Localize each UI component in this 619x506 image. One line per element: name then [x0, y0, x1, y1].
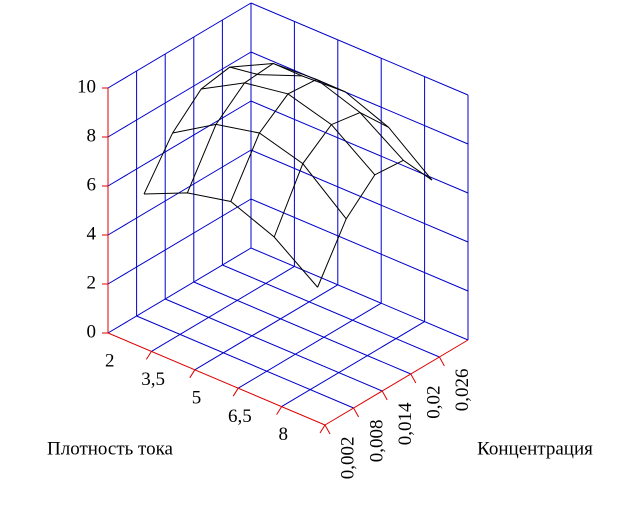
grid-line: [107, 149, 252, 236]
floor-grid: [193, 281, 411, 375]
surface-row: [273, 111, 389, 238]
z-tick-label: 10: [77, 76, 96, 97]
z-tick-label: 6: [87, 174, 97, 195]
x-tick: [145, 351, 152, 360]
floor-grid: [237, 302, 382, 389]
y-axis-title: Концентрация: [477, 438, 593, 459]
z-tick-label: 8: [87, 125, 97, 146]
y-tick-label: 0,02: [423, 386, 444, 419]
y-tick-label: 0,014: [395, 402, 416, 445]
grid-line: [250, 247, 469, 341]
y-tick: [324, 424, 331, 435]
grid-line: [107, 198, 252, 285]
x-tick: [276, 406, 283, 415]
y-tick-label: 0,026: [452, 369, 473, 412]
grid-line: [250, 149, 469, 243]
y-tick: [353, 407, 360, 418]
grid-line: [107, 51, 252, 138]
x-tick: [232, 387, 239, 397]
surface-column: [258, 74, 433, 181]
surface-column: [143, 192, 318, 288]
y-tick: [438, 356, 445, 367]
y-tick-label: 0,008: [366, 420, 387, 463]
floor-grid: [151, 265, 295, 352]
x-tick-label: 3,5: [141, 369, 165, 390]
grid-line: [250, 198, 469, 292]
grid-line: [107, 2, 252, 89]
x-tick-label: 6,5: [228, 406, 252, 427]
grid-line: [107, 247, 252, 334]
x-tick: [319, 424, 326, 434]
surface-column: [172, 123, 347, 220]
x-axis: [107, 332, 326, 426]
surface-column: [229, 62, 404, 161]
floor-grid: [136, 315, 354, 409]
x-tick-label: 2: [105, 351, 115, 372]
grid-line: [250, 100, 469, 194]
y-tick-label: 0,002: [338, 437, 359, 480]
surface-column: [201, 82, 376, 176]
floor-grid: [222, 264, 440, 358]
x-axis-title: Плотность тока: [47, 438, 174, 459]
y-axis: [324, 339, 469, 426]
y-tick: [410, 373, 417, 384]
x-tick-label: 5: [192, 387, 202, 408]
z-tick-label: 0: [87, 321, 97, 342]
floor-grid: [194, 284, 339, 371]
z-tick-label: 2: [87, 272, 97, 293]
floor-grid: [281, 321, 425, 408]
grid-line: [250, 2, 469, 96]
z-tick-label: 4: [87, 223, 97, 244]
y-tick: [381, 390, 388, 401]
grid-line: [250, 51, 469, 145]
grid-line: [107, 100, 252, 187]
x-tick: [189, 369, 196, 379]
x-tick-label: 8: [279, 424, 289, 445]
floor-grid: [165, 298, 383, 392]
